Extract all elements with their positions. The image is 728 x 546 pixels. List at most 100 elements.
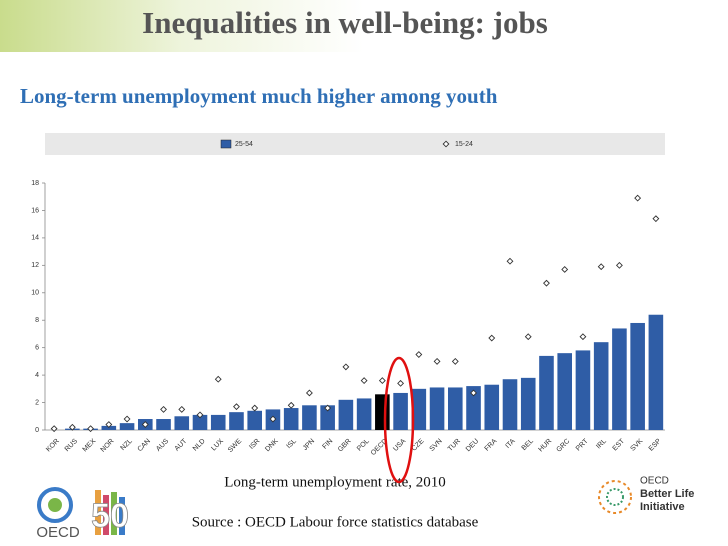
x-tick-label: NLD [192,438,207,453]
bar [539,355,554,430]
x-tick-label: NZL [119,438,133,452]
logo-line: Better Life [640,488,694,500]
diamond-marker [615,261,623,269]
y-tick-label: 14 [31,235,39,242]
bar [429,387,445,430]
diamond-marker [506,257,514,265]
bar [593,342,609,430]
logo-text: OECD [36,524,80,541]
x-tick-label: BEL [521,438,535,452]
bar [520,377,536,430]
x-tick-label: GRC [555,438,571,454]
x-tick-label: ISR [248,438,261,451]
diamond-marker [543,279,550,287]
diamond-marker [105,421,113,428]
bar [192,414,208,430]
diamond-marker [87,425,95,433]
x-tick-label: ESP [648,438,663,453]
diamond-marker [50,425,58,433]
bar [283,408,299,430]
x-tick-label: RUS [64,438,80,454]
y-tick-label: 10 [31,290,39,297]
diamond-marker [178,405,186,413]
bar [229,412,244,430]
bar [320,405,335,430]
logo-dot [48,498,62,512]
x-tick-label: LUX [210,438,225,453]
y-tick-label: 18 [31,180,39,187]
bar [630,322,645,430]
logo-stripe [119,497,125,535]
bar [338,399,354,430]
header-band [0,0,728,52]
diamond-marker [342,363,350,371]
diamond-marker [597,263,605,271]
x-tick-label: SVN [429,438,444,453]
diamond-marker [524,333,532,341]
bar [648,314,664,430]
diamond-marker [652,215,660,223]
slide-subtitle: Long-term unemployment much higher among… [20,84,498,108]
logo-number: 50 [91,497,129,535]
bar [119,423,135,430]
diamond-marker [470,389,477,397]
x-tick-label: IRL [595,438,608,451]
diamond-marker [415,351,423,358]
y-tick-label: 8 [35,317,39,324]
x-tick-label: AUS [155,438,170,453]
bar [210,414,226,430]
diamond-marker [360,377,368,385]
better-life-logo: OECD Better Life Initiative [598,476,694,514]
logo-line: OECD [640,476,669,487]
diamond-marker [160,405,167,413]
logo-stripe [103,495,109,535]
bar [393,392,408,430]
x-tick-label: NOR [100,438,116,454]
y-tick-label: 4 [35,372,39,379]
bar [411,388,427,430]
bar [247,410,262,430]
x-tick-label: HUR [538,438,554,454]
bar [356,398,372,430]
x-tick-label: SWE [227,438,243,454]
x-tick-label: FIN [321,438,334,451]
caption: Long-term unemployment rate, 2010 [224,474,446,490]
highlight-ellipse [383,356,415,484]
diamond-marker [269,415,277,423]
bar [302,405,317,430]
bar [174,416,190,430]
x-tick-label: ITA [504,438,517,451]
logo-burst [606,488,624,506]
x-tick-label: USA [392,438,407,453]
bar [484,384,500,430]
bar [502,379,518,430]
legend-swatch [442,140,450,148]
y-tick-label: 0 [35,427,39,434]
x-tick-label: CAN [137,438,152,453]
bar [575,350,591,430]
diamond-marker [214,375,222,383]
x-tick-label: PRT [575,437,590,452]
x-tick-label: POL [356,438,371,453]
diamond-marker [397,379,405,387]
y-tick-label: 16 [31,207,39,214]
diamond-marker [196,411,204,419]
diamond-marker [123,415,131,423]
diamond-marker [561,266,569,273]
bar [156,419,171,430]
diamond-marker [324,404,332,412]
diamond-marker [141,421,149,428]
bar [448,387,463,430]
diamond-marker [634,194,642,202]
source: Source : OECD Labour force statistics da… [192,514,479,530]
logo-line: Initiative [640,501,685,513]
diamond-marker [251,404,259,412]
logo-ring [37,487,73,523]
y-tick-label: 6 [35,345,39,352]
y-tick-label: 12 [31,262,39,269]
x-tick-label: DNK [264,438,280,454]
x-tick-label: KOR [45,438,61,454]
legend-box [45,133,665,155]
